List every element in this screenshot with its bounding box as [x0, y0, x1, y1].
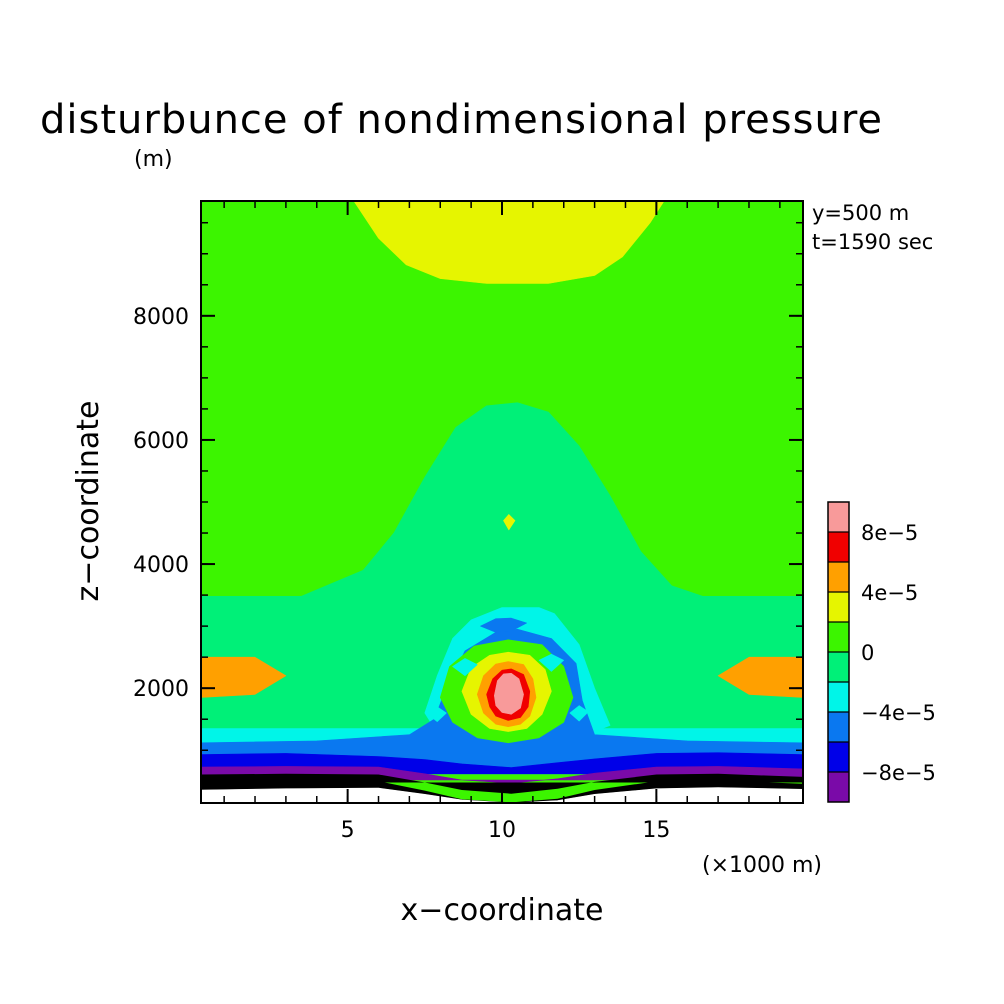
contour-region-16 [538, 653, 565, 672]
colorbar-label: 4e−5 [861, 581, 918, 605]
colorbar-swatch [828, 712, 849, 742]
contour-region-18 [569, 705, 589, 722]
contour-region-5 [717, 656, 803, 698]
y-position-annotation: y=500 m [812, 201, 909, 225]
colorbar-swatch [828, 682, 849, 712]
colorbar-label: −8e−5 [861, 761, 936, 785]
colorbar-swatch [828, 532, 849, 562]
x-tick-label: 10 [488, 818, 516, 843]
colorbar-swatch [828, 652, 849, 682]
colorbar: −8e−5 −4e−5 0 4e−5 8e−5 [827, 501, 936, 803]
time-annotation: t=1590 sec [812, 230, 933, 254]
x-tick-label: 15 [642, 818, 670, 843]
contour-region-15 [452, 658, 478, 677]
value-unit-label: (m) [134, 147, 173, 172]
colorbar-swatch [828, 592, 849, 622]
y-tick-label: 6000 [133, 429, 189, 454]
contour-region-2 [201, 402, 803, 751]
y-tick-label: 8000 [133, 305, 189, 330]
x-axis-label: x−coordinate [401, 893, 604, 928]
colorbar-swatch [828, 742, 849, 772]
colorbar-label: −4e−5 [861, 701, 936, 725]
contour-region-17 [427, 706, 447, 723]
x-axis-unit-label: (×1000 m) [702, 853, 822, 878]
y-tick-label: 2000 [133, 677, 189, 702]
x-tick-label: 5 [341, 818, 355, 843]
contour-region-21 [201, 773, 803, 794]
colorbar-swatch [828, 562, 849, 592]
contour-region-4 [201, 656, 287, 698]
colorbar-label: 0 [861, 641, 874, 665]
contour-region-23 [201, 787, 803, 803]
y-axis-ticks: 2000 4000 6000 8000 [133, 305, 803, 702]
contour-region-13 [493, 672, 524, 715]
y-tick-label: 4000 [133, 553, 189, 578]
chart-title: disturbunce of nondimensional pressure [40, 97, 883, 143]
colorbar-swatch [828, 622, 849, 652]
plot-area [201, 201, 803, 803]
x-axis-ticks: 5 10 15 [341, 201, 670, 843]
y-axis-label: z−coordinate [71, 401, 106, 602]
contour-region-3 [503, 514, 516, 531]
contour-region-14 [480, 617, 528, 633]
colorbar-frame [827, 501, 850, 803]
colorbar-label: 8e−5 [861, 521, 918, 545]
colorbar-swatch [828, 502, 849, 532]
contour-region-1 [353, 201, 665, 284]
colorbar-swatch [828, 772, 849, 802]
